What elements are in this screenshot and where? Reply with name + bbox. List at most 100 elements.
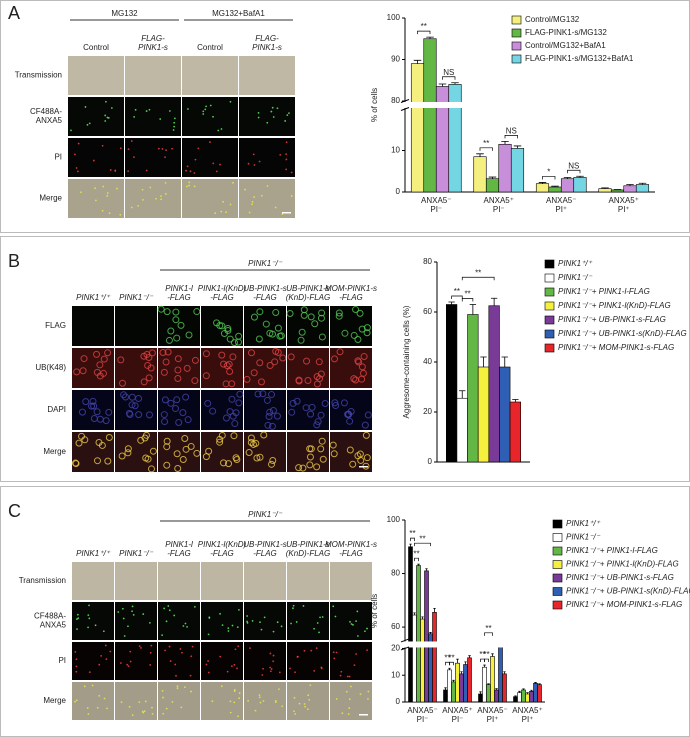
micrograph bbox=[201, 306, 243, 346]
micrograph-detail bbox=[104, 644, 107, 647]
micrograph-detail bbox=[74, 651, 77, 653]
micrograph-detail bbox=[279, 354, 287, 362]
micrograph-detail bbox=[256, 308, 264, 316]
column-label: PINK1⁻/⁻ bbox=[119, 293, 154, 302]
micrograph-detail bbox=[100, 654, 103, 657]
micrograph-detail bbox=[355, 653, 358, 655]
significance-label: ** bbox=[475, 268, 481, 277]
micrograph-detail bbox=[193, 185, 196, 188]
column-label: MOM-PINK1-s bbox=[325, 284, 377, 293]
micrograph-detail bbox=[335, 312, 343, 320]
micrograph-detail bbox=[293, 397, 301, 405]
micrograph bbox=[182, 97, 238, 136]
micrograph-detail bbox=[138, 701, 141, 704]
significance-bracket bbox=[445, 661, 450, 666]
micrograph-detail bbox=[222, 414, 230, 422]
micrograph-detail bbox=[307, 694, 310, 697]
column-label: -FLAG bbox=[210, 549, 234, 558]
bar bbox=[408, 546, 413, 703]
error-bar bbox=[501, 140, 509, 145]
micrograph-detail bbox=[248, 211, 251, 214]
micrograph-detail bbox=[207, 633, 210, 636]
micrograph-detail bbox=[190, 655, 193, 658]
micrograph-detail bbox=[74, 700, 76, 703]
micrograph-detail bbox=[253, 454, 261, 462]
micrograph-detail bbox=[77, 617, 80, 620]
micrograph-detail bbox=[119, 213, 122, 216]
bar bbox=[598, 188, 612, 193]
micrograph-detail bbox=[308, 698, 311, 701]
x-tick-label: ANXA5⁻ bbox=[546, 196, 576, 205]
micrograph-detail bbox=[263, 616, 266, 619]
error-bar bbox=[444, 687, 447, 690]
micrograph-detail bbox=[101, 144, 104, 147]
micrograph-detail bbox=[340, 670, 343, 673]
micrograph-detail bbox=[259, 621, 261, 624]
micrograph-detail bbox=[149, 447, 157, 455]
micrograph-detail bbox=[149, 664, 152, 666]
legend-swatch bbox=[544, 343, 555, 353]
micrograph-detail bbox=[117, 611, 120, 613]
micrograph-detail bbox=[246, 620, 248, 623]
bar bbox=[467, 314, 479, 463]
y-axis-label: % of cells bbox=[370, 88, 379, 122]
micrograph bbox=[244, 602, 286, 640]
error-bar bbox=[464, 661, 467, 665]
micrograph-detail bbox=[347, 713, 350, 716]
micrograph-detail bbox=[161, 418, 169, 426]
micrograph-detail bbox=[331, 355, 339, 363]
significance-bracket bbox=[567, 169, 581, 174]
micrograph-detail bbox=[173, 334, 181, 342]
group-header: PINK1⁻/⁻ bbox=[248, 510, 283, 519]
micrograph-detail bbox=[246, 615, 249, 617]
bar bbox=[517, 692, 522, 703]
micrograph-detail bbox=[341, 712, 344, 715]
micrograph-detail bbox=[256, 359, 264, 367]
micrograph-detail bbox=[122, 393, 130, 401]
error-bar bbox=[513, 145, 522, 149]
panel-label: B bbox=[8, 251, 20, 271]
micrograph-detail bbox=[318, 631, 320, 634]
micrograph-detail bbox=[161, 147, 164, 150]
error-bar bbox=[476, 153, 484, 157]
micrograph-detail bbox=[335, 651, 338, 654]
bar bbox=[610, 189, 625, 193]
micrograph-detail bbox=[205, 105, 207, 108]
micrograph-detail bbox=[224, 327, 232, 335]
bar bbox=[533, 682, 538, 703]
column-label: PINK1-s bbox=[138, 43, 168, 52]
micrograph-detail bbox=[104, 120, 107, 122]
micrograph-detail bbox=[286, 114, 289, 117]
micrograph-detail bbox=[302, 605, 305, 607]
micrograph-detail bbox=[82, 398, 90, 406]
micrograph-detail bbox=[145, 353, 153, 361]
bar bbox=[424, 570, 429, 703]
bar bbox=[410, 63, 425, 193]
micrograph-detail bbox=[104, 457, 112, 465]
micrograph-detail bbox=[77, 142, 80, 145]
micrograph-detail bbox=[233, 688, 236, 691]
micrograph-detail bbox=[149, 651, 152, 654]
micrograph-detail bbox=[157, 147, 160, 150]
significance-bracket bbox=[414, 542, 431, 547]
significance-bracket bbox=[480, 658, 485, 663]
micrograph-detail bbox=[258, 696, 261, 699]
error-bar bbox=[530, 689, 533, 692]
bar bbox=[482, 666, 487, 703]
micrograph-detail bbox=[229, 203, 232, 206]
micrograph bbox=[201, 682, 243, 720]
legend-swatch bbox=[552, 573, 563, 583]
bar bbox=[537, 684, 542, 703]
micrograph-detail bbox=[114, 170, 117, 172]
column-label: UB-PINK1-s bbox=[243, 284, 287, 293]
micrograph-detail bbox=[222, 200, 224, 203]
micrograph-detail bbox=[226, 335, 234, 343]
micrograph-detail bbox=[165, 620, 168, 623]
micrograph-detail bbox=[163, 443, 171, 451]
error-bar bbox=[534, 682, 537, 684]
micrograph-detail bbox=[91, 684, 94, 687]
micrograph-detail bbox=[320, 666, 323, 669]
micrograph-detail bbox=[207, 671, 210, 674]
micrograph-detail bbox=[250, 369, 258, 377]
